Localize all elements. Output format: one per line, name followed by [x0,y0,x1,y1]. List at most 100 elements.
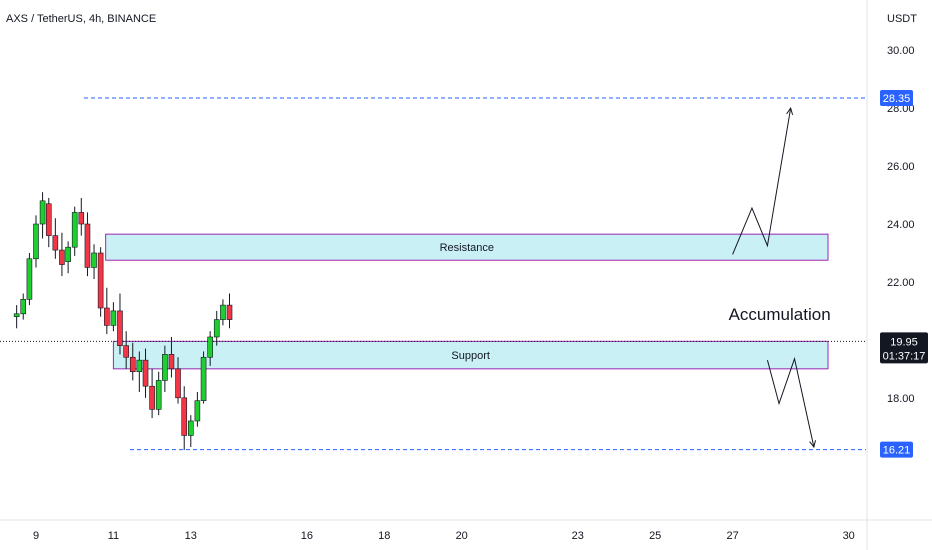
candle-body [33,223,39,260]
time-tick-label: 23 [572,530,584,542]
price-tick-label: 24.00 [887,219,915,231]
candle-body [71,212,78,248]
candle-body [97,252,104,309]
bearish-projection-arrowhead [809,440,816,449]
bullish-projection [732,108,792,255]
candle [78,197,85,236]
candle-body [20,299,27,315]
support-zone [112,340,829,370]
candle-body [45,203,52,236]
candle [213,310,220,346]
candle [91,244,97,280]
price-tick-label: 26.00 [887,161,915,173]
candles-layer [13,192,233,450]
currency-label: USDT [887,13,917,25]
candle [123,331,129,369]
candle [39,192,46,239]
candle-body [129,356,136,373]
time-tick-label: 30 [843,530,855,542]
candle [20,293,27,320]
lower-level-tag-label: 16.21 [883,445,911,457]
candle-body [207,336,213,358]
candle-body [52,235,59,251]
price-tick-label: 18.00 [887,393,915,405]
time-tick-label: 13 [185,530,197,542]
candle-body [123,345,129,358]
support-zone-label: Support [451,350,490,362]
candle [175,357,181,404]
candle [136,351,143,393]
candle [97,247,104,317]
candle-body [175,368,181,399]
candle [110,302,117,332]
candle-body [149,385,155,410]
candle-body [168,354,175,370]
candle [181,386,188,450]
time-axis[interactable]: 9 11 13 16 18 20 23 25 27 30 [0,519,932,542]
candle [220,299,226,326]
candle [59,232,65,277]
candle-body [213,319,220,338]
upper-level-tag-label: 28.35 [883,93,911,105]
candle [149,368,155,419]
time-tick-label: 9 [33,530,39,542]
candle-body [155,380,162,410]
candle [33,215,39,268]
zones-layer: Resistance Support [105,233,829,370]
current-price-tag: 19.95 01:37:17 [880,332,928,364]
time-tick-label: 16 [301,530,313,542]
candle [142,348,149,398]
candle [155,371,162,416]
price-tick-label: 30.00 [887,45,915,57]
levels-layer [0,97,866,451]
time-tick-label: 27 [726,530,738,542]
candle-body [84,223,91,268]
candle-body [13,313,20,318]
candle-body [104,307,110,326]
candle-body [136,359,143,373]
candle-body [59,249,65,265]
price-tick-label: 28.00 [887,103,915,115]
candle [65,241,71,274]
candle-body [188,420,194,436]
candle [188,415,194,448]
candle [45,197,52,248]
candle-body [226,304,233,320]
current-price-tag-bg [880,332,928,364]
candle [226,293,233,329]
time-tick-label: 20 [456,530,468,542]
projections-layer: Accumulation [729,107,831,449]
time-tick-label: 25 [649,530,661,542]
candle [104,287,110,335]
bullish-projection-arrowhead [786,107,794,116]
lower-level-tag-bg [880,441,913,458]
upper-level-tag-bg [880,90,913,107]
chart-title: AXS / TetherUS, 4h, BINANCE [6,13,156,25]
candle-body [110,310,117,326]
candle [52,218,59,259]
candle [129,342,136,381]
candle-body [65,246,71,262]
candle-body [78,212,85,225]
candle-body [91,252,97,268]
candle-body [220,304,226,320]
time-tick-label: 11 [108,530,119,542]
candle-body [194,400,201,422]
candle-body [181,397,188,436]
candle-body [162,354,168,381]
candle [168,336,175,378]
bearish-projection [766,356,815,448]
candle-countdown-label: 01:37:17 [883,350,926,362]
lower-level-tag: 16.21 [880,441,913,458]
candle [162,345,168,393]
candle-body [117,310,123,346]
candle [200,351,207,404]
current-price-label: 19.95 [890,336,918,348]
candle [207,331,213,366]
candle [84,212,91,277]
resistance-zone [105,233,829,261]
upper-level-tag: 28.35 [880,90,913,107]
candle [13,305,20,329]
